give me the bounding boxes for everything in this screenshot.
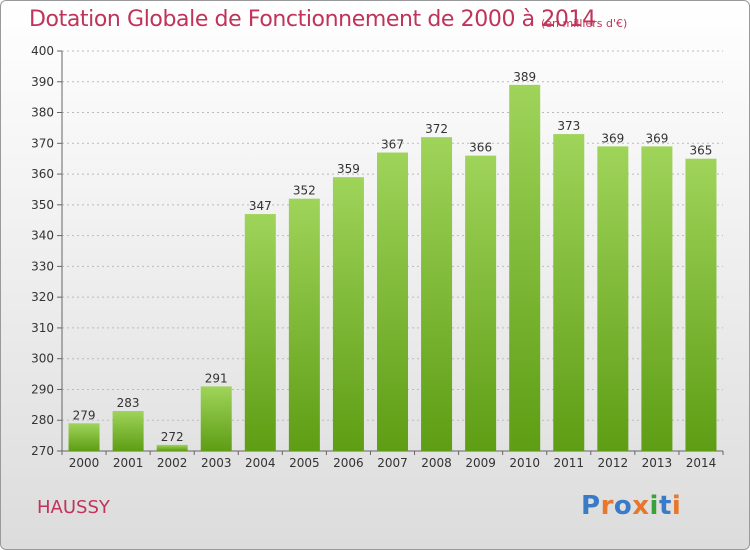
y-tick-label-280: 280 xyxy=(31,413,54,427)
y-tick-label-390: 390 xyxy=(31,75,54,89)
bars xyxy=(68,84,717,452)
value-label-2013: 369 xyxy=(645,131,668,145)
x-tick-label-2010: 2010 xyxy=(509,456,540,470)
bar-2000 xyxy=(68,423,100,451)
value-label-2000: 279 xyxy=(73,408,96,422)
y-tick-label-400: 400 xyxy=(31,44,54,58)
bar-2011 xyxy=(553,134,585,452)
y-tick-label-330: 330 xyxy=(31,259,54,273)
x-tick-label-2013: 2013 xyxy=(642,456,673,470)
bar-2007 xyxy=(377,152,408,452)
bar-2012 xyxy=(597,146,629,451)
chart-title: Dotation Globale de Fonctionnement de 20… xyxy=(29,7,596,32)
y-tick-label-340: 340 xyxy=(31,229,54,243)
bar-2009 xyxy=(465,155,497,451)
logo-letter: P xyxy=(581,491,601,521)
x-tick-label-2012: 2012 xyxy=(598,456,629,470)
x-tick-label-2000: 2000 xyxy=(69,456,100,470)
value-label-2004: 347 xyxy=(249,199,272,213)
logo-letter: t xyxy=(658,491,672,521)
bar-2010 xyxy=(509,84,541,451)
logo-letter: o xyxy=(613,491,633,521)
value-label-2009: 366 xyxy=(469,141,492,155)
logo-letter: r xyxy=(600,491,614,521)
x-tick-label-2008: 2008 xyxy=(421,456,452,470)
value-label-2014: 365 xyxy=(690,144,713,158)
logo-letter: i xyxy=(649,491,659,521)
x-tick-label-2009: 2009 xyxy=(465,456,496,470)
x-tick-label-2003: 2003 xyxy=(201,456,232,470)
value-label-2008: 372 xyxy=(425,122,448,136)
bar-2002 xyxy=(156,444,188,451)
y-tick-label-290: 290 xyxy=(31,382,54,396)
place-name: HAUSSY xyxy=(37,497,110,518)
bar-2013 xyxy=(641,146,673,451)
y-tick-label-370: 370 xyxy=(31,136,54,150)
bar-2006 xyxy=(332,177,364,451)
bar-2005 xyxy=(288,198,320,451)
value-label-2005: 352 xyxy=(293,184,316,198)
y-tick-label-310: 310 xyxy=(31,321,54,335)
proxiti-logo: Proxiti xyxy=(581,491,681,521)
y-tick-label-350: 350 xyxy=(31,198,54,212)
x-tick-label-2001: 2001 xyxy=(113,456,144,470)
y-tick-label-320: 320 xyxy=(31,290,54,304)
y-tick-label-380: 380 xyxy=(31,106,54,120)
x-tick-label-2004: 2004 xyxy=(245,456,276,470)
value-label-2003: 291 xyxy=(205,371,228,385)
value-label-2007: 367 xyxy=(381,138,404,152)
y-tick-label-300: 300 xyxy=(31,352,54,366)
logo-letter: x xyxy=(632,491,650,521)
value-label-2012: 369 xyxy=(601,131,624,145)
x-tick-label-2011: 2011 xyxy=(553,456,584,470)
value-label-2010: 389 xyxy=(513,70,536,84)
y-tick-label-360: 360 xyxy=(31,167,54,181)
x-tick-label-2014: 2014 xyxy=(686,456,717,470)
x-tick-label-2005: 2005 xyxy=(289,456,320,470)
bar-2014 xyxy=(685,158,717,451)
bar-2004 xyxy=(244,214,276,451)
bar-2001 xyxy=(112,411,144,451)
x-tick-label-2002: 2002 xyxy=(157,456,188,470)
value-label-2006: 359 xyxy=(337,162,360,176)
bar-2008 xyxy=(421,137,453,451)
x-tick-label-2007: 2007 xyxy=(377,456,408,470)
labels: 2000 279 2001 283 2002 272 2003 291 2004 347 2005 3… xyxy=(69,70,716,470)
value-label-2002: 272 xyxy=(161,430,184,444)
value-label-2001: 283 xyxy=(117,396,140,410)
y-tick-label-270: 270 xyxy=(31,444,54,458)
bar-2003 xyxy=(200,386,232,451)
chart-units-note: (en milliers d'€) xyxy=(541,17,628,30)
x-tick-label-2006: 2006 xyxy=(333,456,364,470)
logo-letter: i xyxy=(671,491,682,521)
value-label-2011: 373 xyxy=(557,119,580,133)
